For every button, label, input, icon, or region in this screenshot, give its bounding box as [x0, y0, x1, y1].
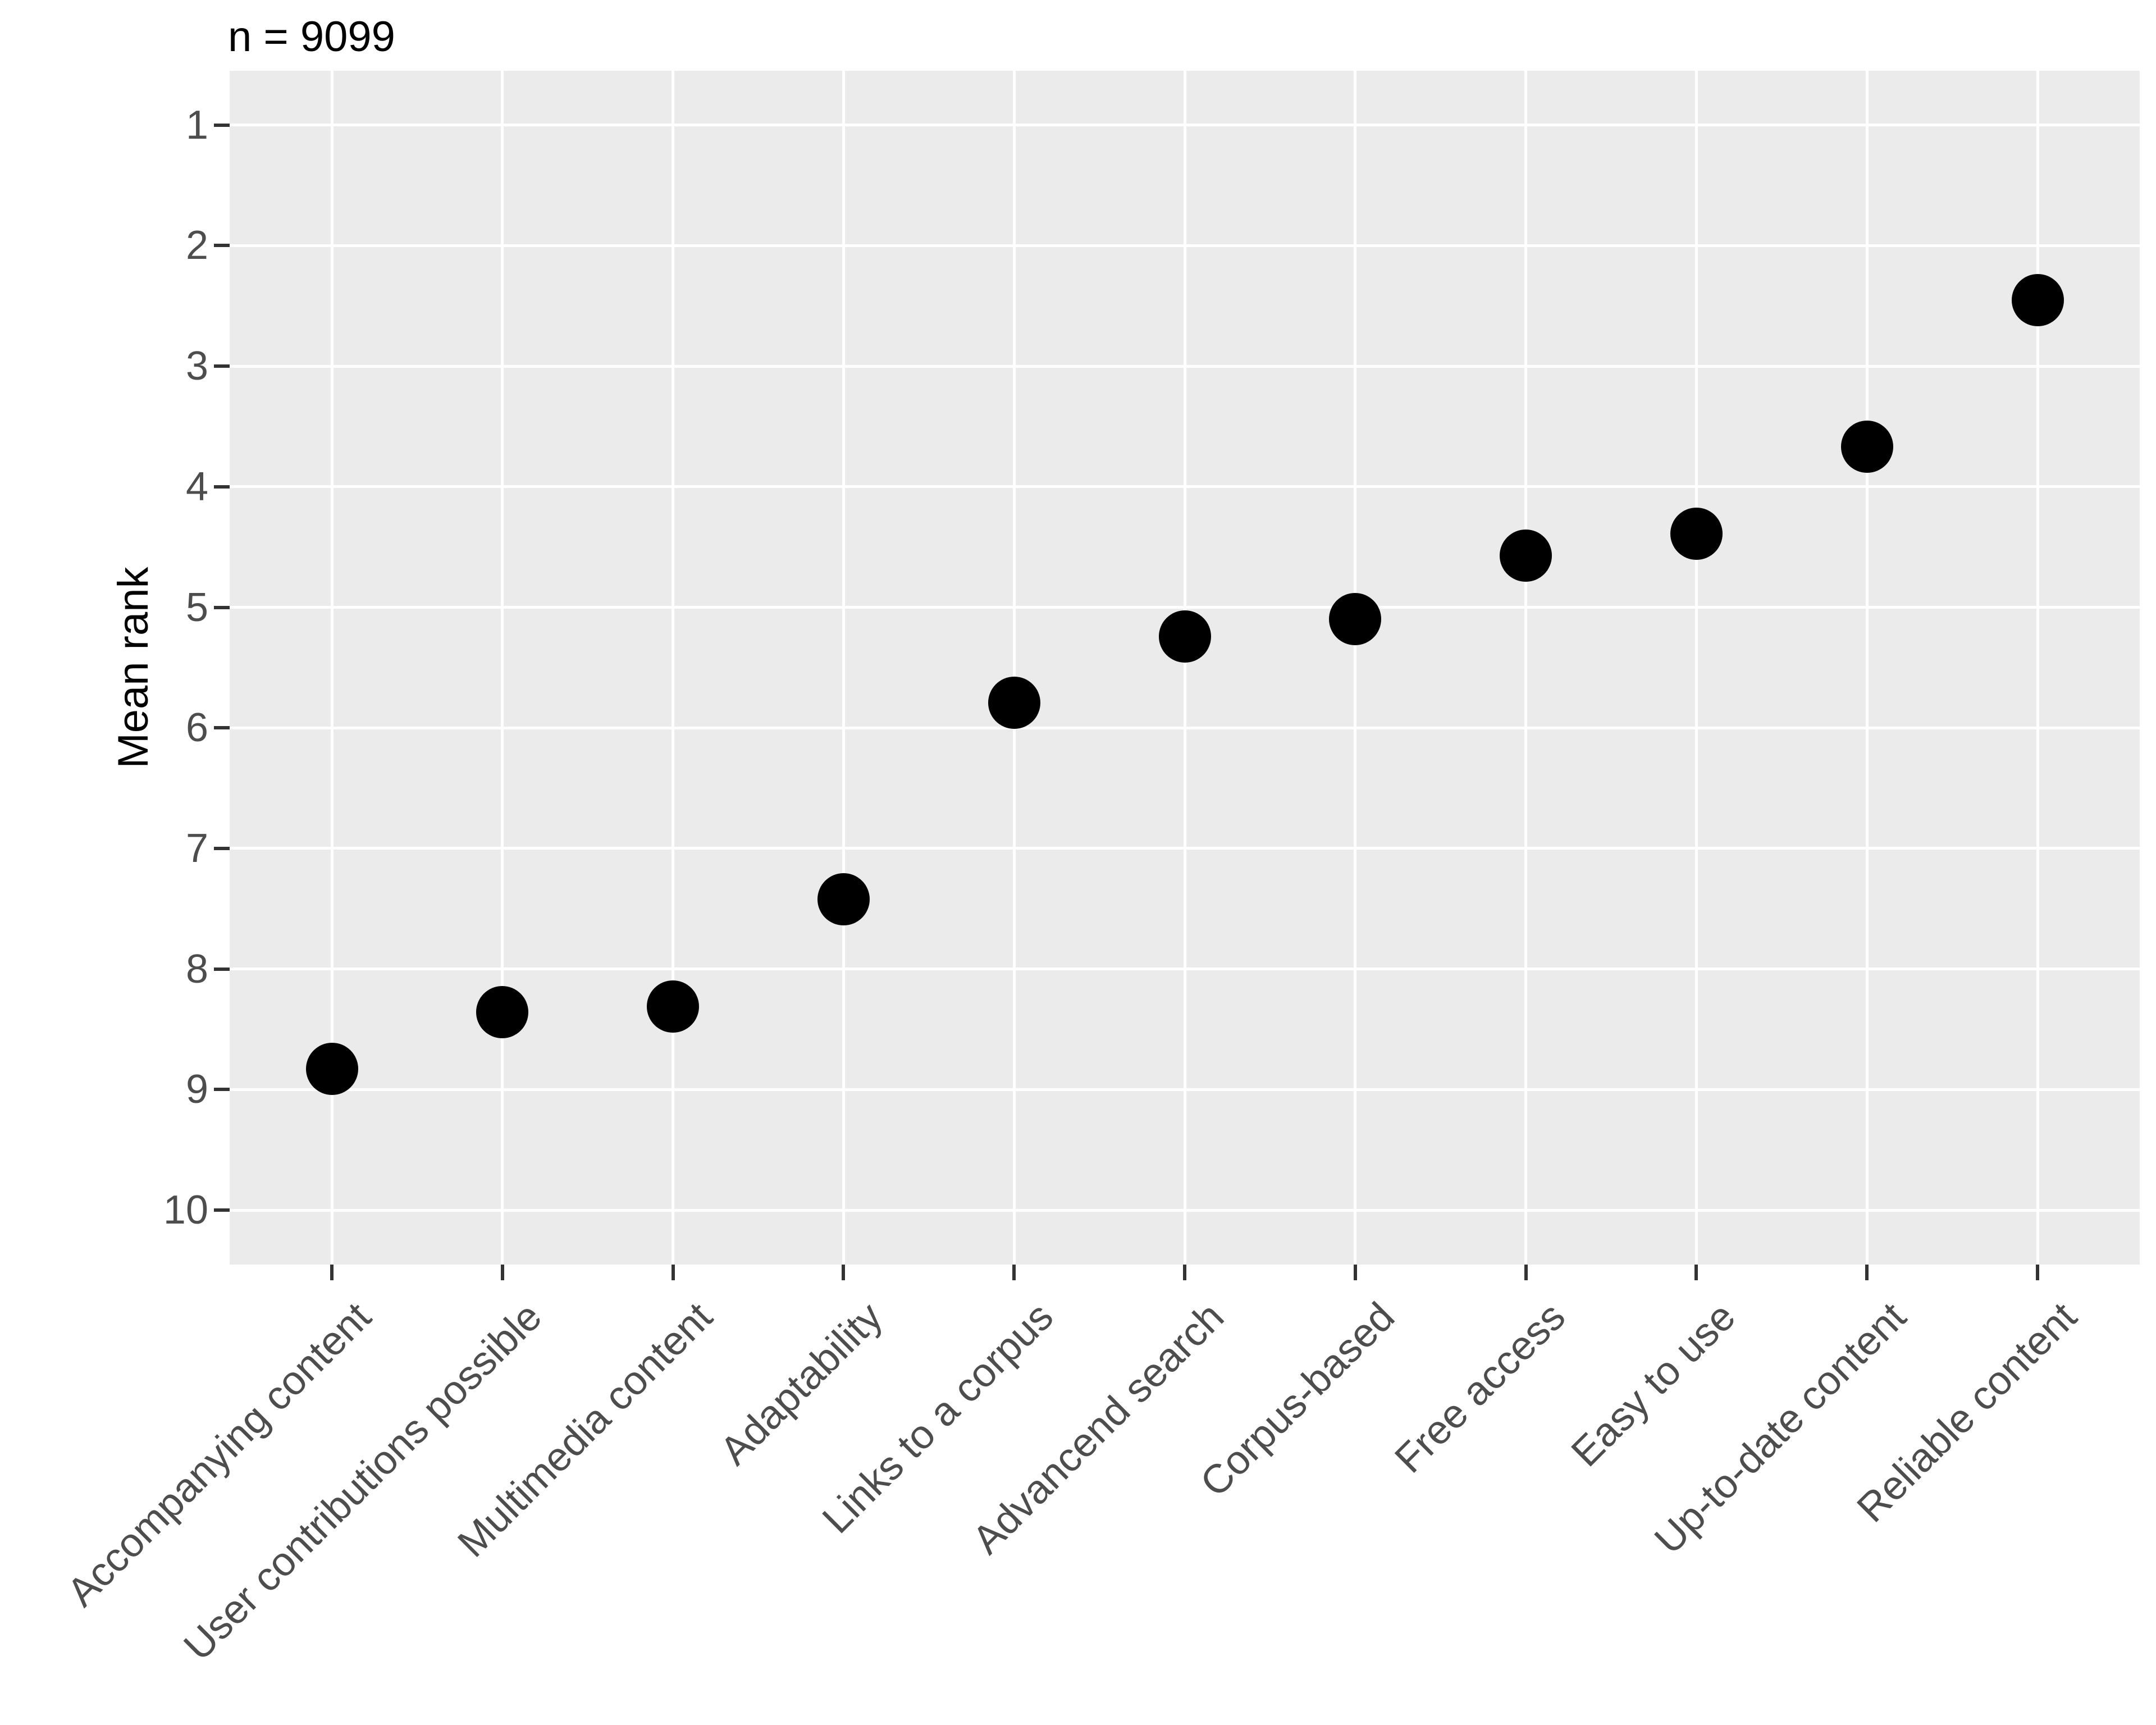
y-tick-mark [214, 244, 230, 248]
x-tick-label: User contributions possible [175, 1294, 550, 1669]
x-gridline [501, 71, 504, 1265]
y-tick-label: 3 [185, 344, 208, 389]
x-gridline [1694, 71, 1698, 1265]
x-tick-mark [1183, 1265, 1186, 1280]
y-tick-mark [214, 364, 230, 368]
data-point [1840, 421, 1893, 473]
data-point [1670, 508, 1723, 560]
x-tick-mark [1524, 1265, 1528, 1280]
y-tick-label: 7 [185, 825, 208, 871]
data-point [2011, 273, 2064, 326]
data-point [1158, 610, 1211, 663]
y-tick-mark [214, 605, 230, 609]
x-gridline [842, 71, 845, 1265]
y-axis-title: Mean rank [109, 567, 157, 769]
x-tick-mark [1353, 1265, 1357, 1280]
y-tick-mark [214, 726, 230, 730]
data-point [817, 873, 870, 925]
y-tick-label: 8 [185, 946, 208, 992]
x-gridline [1354, 71, 1357, 1265]
x-tick-label: Accompanying content [58, 1294, 380, 1616]
x-gridline [1524, 71, 1528, 1265]
x-tick-mark [330, 1265, 334, 1280]
y-tick-label: 1 [185, 102, 208, 148]
plot-panel [230, 71, 2140, 1265]
y-tick-label: 9 [185, 1067, 208, 1112]
x-tick-label: Easy to use [1563, 1294, 1744, 1476]
x-tick-label: Free access [1386, 1294, 1574, 1482]
data-point [988, 676, 1040, 729]
y-tick-mark [214, 485, 230, 489]
x-gridline [2036, 71, 2039, 1265]
x-tick-mark [1694, 1265, 1698, 1280]
x-gridline [1183, 71, 1186, 1265]
y-tick-label: 6 [185, 705, 208, 751]
x-tick-mark [671, 1265, 675, 1280]
x-tick-mark [1865, 1265, 1869, 1280]
x-gridline [1865, 71, 1869, 1265]
data-point [476, 986, 529, 1039]
x-tick-mark [842, 1265, 846, 1280]
y-tick-mark [214, 1208, 230, 1212]
x-gridline [672, 71, 675, 1265]
data-point [647, 980, 700, 1033]
x-tick-mark [500, 1265, 504, 1280]
data-point [1329, 593, 1382, 646]
data-point [305, 1043, 358, 1096]
chart-title: n = 9099 [228, 13, 395, 61]
y-tick-mark [214, 846, 230, 850]
x-tick-mark [1012, 1265, 1016, 1280]
y-tick-mark [214, 1088, 230, 1092]
y-tick-mark [214, 123, 230, 127]
y-tick-label: 2 [185, 223, 208, 268]
x-gridline [1012, 71, 1016, 1265]
data-point [1500, 529, 1552, 582]
y-tick-mark [214, 967, 230, 971]
x-tick-label: Adaptability [711, 1294, 892, 1474]
x-gridline [330, 71, 334, 1265]
x-tick-mark [2036, 1265, 2039, 1280]
y-tick-label: 4 [185, 464, 208, 509]
y-tick-label: 5 [185, 585, 208, 630]
y-tick-label: 10 [163, 1188, 208, 1233]
